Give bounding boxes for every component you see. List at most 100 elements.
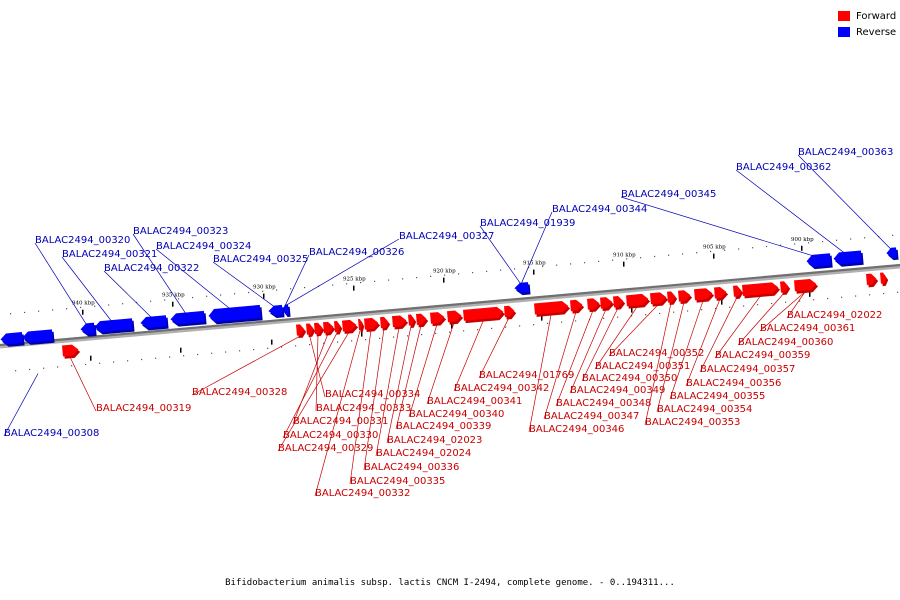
forward-gene-arrow[interactable] — [314, 322, 325, 337]
gene-label[interactable]: BALAC2494_00353 — [645, 417, 740, 428]
forward-gene-arrow[interactable] — [587, 298, 602, 313]
gene-label[interactable]: BALAC2494_00341 — [427, 396, 522, 407]
gene-label[interactable]: BALAC2494_00344 — [552, 204, 647, 215]
label-leader-line — [34, 242, 88, 326]
gene-label[interactable]: BALAC2494_00361 — [760, 323, 855, 334]
gene-label[interactable]: BALAC2494_00325 — [213, 254, 308, 265]
gene-label[interactable]: BALAC2494_00359 — [715, 350, 810, 361]
forward-gene-arrow[interactable] — [342, 319, 359, 334]
forward-gene-arrow[interactable] — [408, 314, 417, 329]
forward-gene-arrow[interactable] — [447, 310, 464, 325]
gene-label[interactable]: BALAC2494_00329 — [278, 443, 373, 454]
reverse-gene-arrow[interactable] — [170, 310, 207, 328]
forward-gene-arrow[interactable] — [430, 311, 447, 327]
legend-forward[interactable]: Forward — [838, 8, 896, 24]
forward-gene-arrow[interactable] — [794, 278, 819, 294]
forward-gene-arrow[interactable] — [504, 305, 517, 320]
forward-gene-arrow[interactable] — [323, 321, 336, 336]
gene-label[interactable]: BALAC2494_00326 — [309, 247, 404, 258]
gene-label[interactable]: BALAC2494_00357 — [700, 364, 795, 375]
reverse-gene-arrow[interactable] — [94, 318, 135, 335]
gene-label[interactable]: BALAC2494_00363 — [798, 147, 893, 158]
gene-label[interactable]: BALAC2494_00356 — [686, 378, 781, 389]
gene-label[interactable]: BALAC2494_00355 — [670, 391, 765, 402]
gene-label[interactable]: BALAC2494_00346 — [529, 424, 624, 435]
gene-label[interactable]: BALAC2494_00321 — [62, 249, 157, 260]
forward-gene-arrow[interactable] — [306, 323, 316, 338]
forward-gene-arrow[interactable] — [780, 281, 791, 295]
forward-gene-arrow[interactable] — [62, 344, 81, 359]
reverse-gene-arrow[interactable] — [833, 250, 864, 267]
gene-label[interactable]: BALAC2494_00333 — [316, 403, 411, 414]
gene-label[interactable]: BALAC2494_00350 — [582, 373, 677, 384]
gene-label[interactable]: BALAC2494_00336 — [364, 462, 459, 473]
reverse-gene-arrow[interactable] — [208, 304, 263, 325]
reverse-gene-arrow[interactable] — [140, 315, 169, 331]
gene-label[interactable]: BALAC2494_00319 — [96, 403, 191, 414]
forward-gene-arrow[interactable] — [380, 316, 391, 331]
gene-label[interactable]: BALAC2494_00323 — [133, 226, 228, 237]
legend-reverse[interactable]: Reverse — [838, 24, 896, 40]
forward-gene-arrow[interactable] — [334, 321, 343, 335]
forward-gene-arrow[interactable] — [358, 318, 365, 333]
gene-label[interactable]: BALAC2494_01939 — [480, 218, 575, 229]
gene-label[interactable]: BALAC2494_00320 — [35, 235, 130, 246]
forward-gene-arrow[interactable] — [678, 290, 693, 305]
reverse-gene-arrow[interactable] — [80, 322, 97, 338]
reverse-gene-arrow[interactable] — [268, 304, 285, 319]
gene-label[interactable]: BALAC2494_00339 — [396, 421, 491, 432]
forward-gene-arrow[interactable] — [714, 286, 729, 301]
forward-gene-arrow[interactable] — [733, 285, 744, 300]
gene-label[interactable]: BALAC2494_00351 — [595, 361, 690, 372]
reverse-gene-arrow[interactable] — [22, 329, 55, 345]
gene-label[interactable]: BALAC2494_00308 — [4, 428, 99, 439]
gene-label[interactable]: BALAC2494_00345 — [621, 189, 716, 200]
gene-label[interactable]: BALAC2494_00354 — [657, 404, 752, 415]
gene-label[interactable]: BALAC2494_00362 — [736, 162, 831, 173]
gene-body — [866, 273, 877, 285]
gene-label[interactable]: BALAC2494_00352 — [609, 348, 704, 359]
gene-label[interactable]: BALAC2494_00332 — [315, 488, 410, 499]
gene-label[interactable]: BALAC2494_00335 — [350, 476, 445, 487]
forward-gene-arrow[interactable] — [613, 295, 626, 310]
forward-gene-arrow[interactable] — [416, 313, 429, 328]
label-leader-line — [797, 154, 892, 250]
forward-gene-arrow[interactable] — [600, 296, 615, 311]
gene-label[interactable]: BALAC2494_00342 — [454, 383, 549, 394]
forward-gene-arrow[interactable] — [534, 300, 571, 317]
reverse-gene-arrow[interactable] — [806, 253, 833, 270]
forward-gene-arrow[interactable] — [866, 273, 879, 288]
forward-gene-arrow[interactable] — [626, 293, 651, 309]
gene-label[interactable]: BALAC2494_00340 — [409, 409, 504, 420]
gene-label[interactable]: BALAC2494_00327 — [399, 231, 494, 242]
gene-label[interactable]: BALAC2494_00328 — [192, 387, 287, 398]
forward-gene-arrow[interactable] — [570, 299, 585, 314]
gene-label[interactable]: BALAC2494_00322 — [104, 263, 199, 274]
forward-gene-arrow[interactable] — [364, 317, 381, 332]
reverse-gene-arrow[interactable] — [0, 332, 25, 348]
gene-label[interactable]: BALAC2494_02023 — [387, 435, 482, 446]
forward-gene-arrow[interactable] — [463, 306, 506, 324]
forward-gene-arrow[interactable] — [742, 282, 781, 299]
gene-label[interactable]: BALAC2494_00347 — [544, 411, 639, 422]
gene-label[interactable]: BALAC2494_02024 — [376, 448, 471, 459]
gene-label[interactable]: BALAC2494_00330 — [283, 430, 378, 441]
forward-gene-arrow[interactable] — [392, 315, 409, 330]
gene-label[interactable]: BALAC2494_00348 — [556, 398, 651, 409]
gene-label[interactable]: BALAC2494_00360 — [738, 337, 833, 348]
gene-label[interactable]: BALAC2494_00349 — [570, 385, 665, 396]
reverse-gene-arrow[interactable] — [886, 247, 899, 261]
forward-gene-arrow[interactable] — [694, 288, 715, 303]
forward-gene-arrow[interactable] — [296, 324, 307, 338]
forward-gene-arrow[interactable] — [667, 291, 678, 306]
reverse-gene-arrow[interactable] — [282, 304, 291, 317]
gene-label[interactable]: BALAC2494_02022 — [787, 310, 882, 321]
gene-label[interactable]: BALAC2494_00334 — [325, 389, 420, 400]
gene-label[interactable]: BALAC2494_00331 — [293, 416, 388, 427]
gene-label[interactable]: BALAC2494_00324 — [156, 241, 251, 252]
reverse-gene-arrow[interactable] — [514, 282, 531, 296]
forward-gene-arrow[interactable] — [650, 292, 669, 307]
gene-label[interactable]: BALAC2494_01769 — [479, 370, 574, 381]
forward-gene-arrow[interactable] — [880, 272, 889, 287]
